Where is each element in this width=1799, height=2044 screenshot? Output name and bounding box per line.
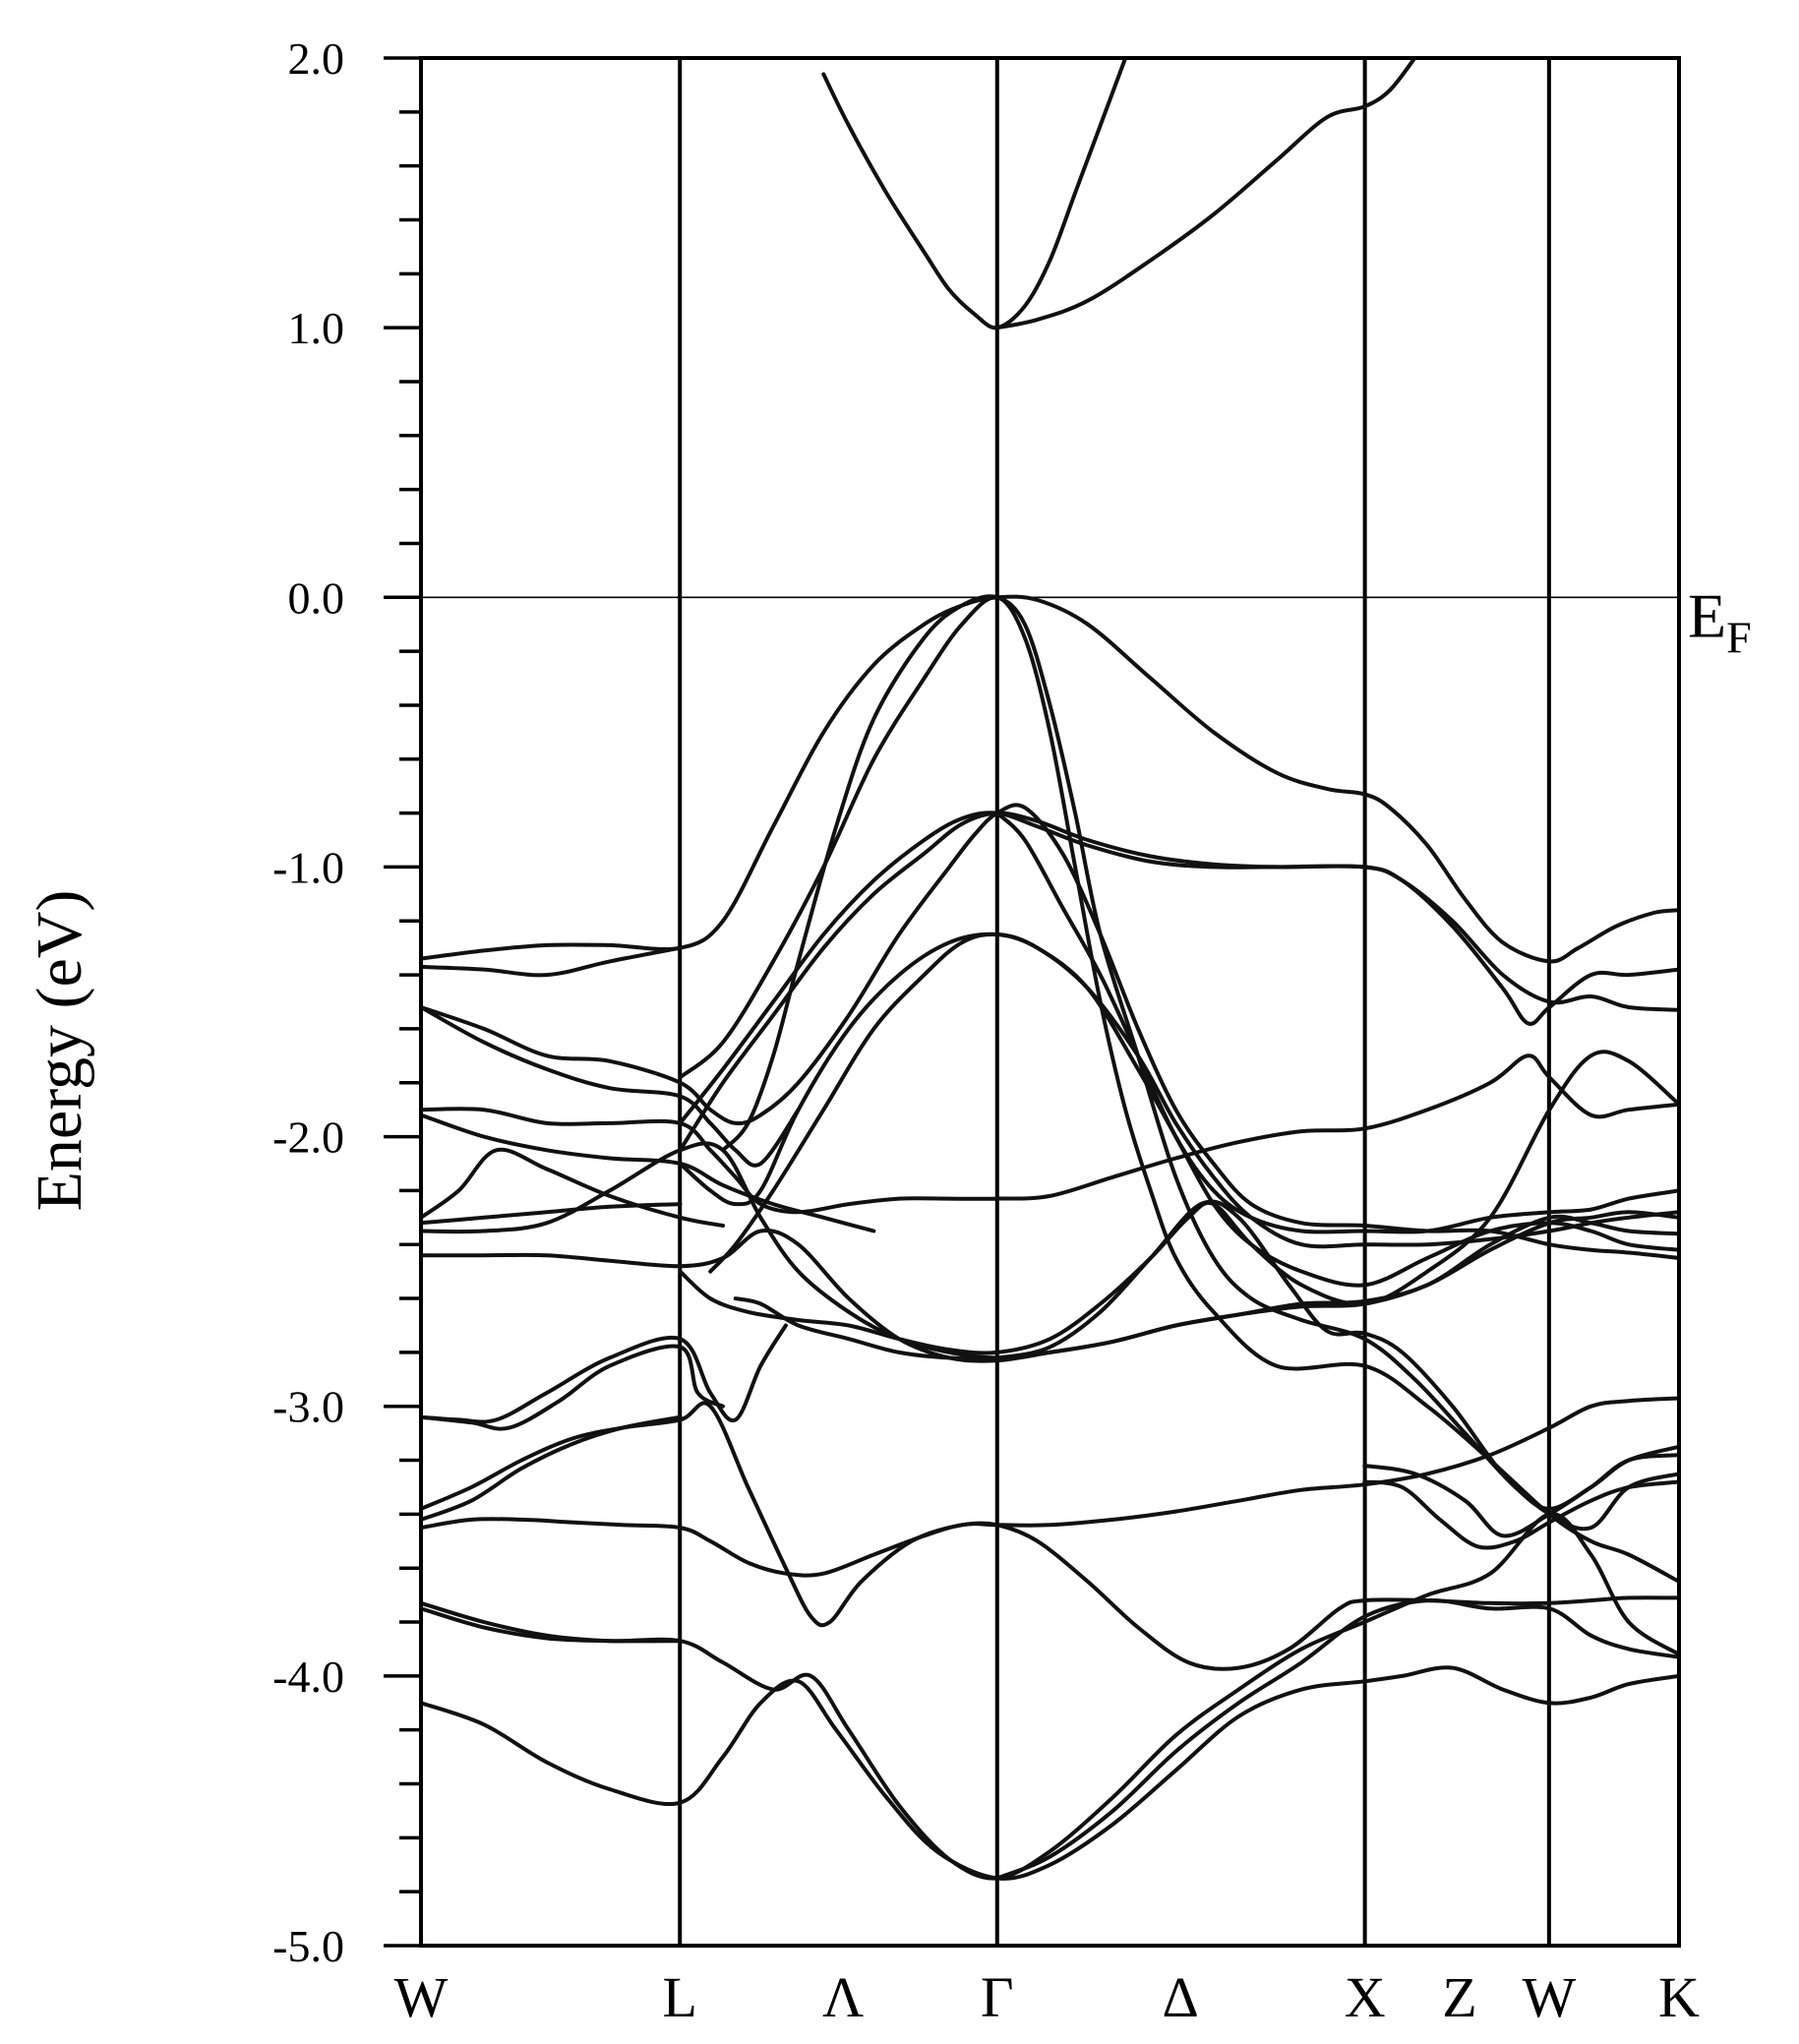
kpoint-label-1: L — [662, 1965, 696, 2029]
kpoint-label-5: X — [1345, 1965, 1386, 2029]
band-28 — [421, 1512, 1679, 1881]
band-31 — [994, 1597, 1679, 1881]
y-axis-title: Energy (eV) — [24, 890, 95, 1212]
band-30 — [421, 1665, 1679, 1881]
plot-frame — [419, 56, 1681, 1948]
band-4 — [678, 595, 1679, 1584]
band-24 — [421, 1414, 683, 1522]
band-18 — [421, 1214, 1679, 1363]
band-20 — [733, 1199, 1679, 1532]
band-13 — [421, 1053, 1679, 1215]
band-15 — [421, 1147, 725, 1228]
band-22 — [421, 1344, 725, 1431]
kpoint-label-2: Λ — [822, 1965, 864, 2029]
kpoint-label-7: W — [1523, 1965, 1577, 2029]
band-6 — [678, 811, 1679, 1125]
band-27 — [1362, 1479, 1679, 1550]
band-1 — [994, 58, 1417, 331]
kpoint-label-6: Z — [1442, 1965, 1476, 2029]
band-9 — [678, 932, 1679, 1249]
y-tick-label: 1.0 — [288, 303, 345, 353]
y-tick-label: -1.0 — [272, 842, 344, 892]
y-tick-label: -3.0 — [272, 1382, 344, 1432]
y-tick-label: -5.0 — [272, 1921, 344, 1971]
fermi-level-letter: E — [1688, 580, 1726, 650]
kpoint-label-4: Δ — [1162, 1965, 1198, 2029]
band-26 — [1362, 1453, 1679, 1538]
kpoint-label-0: W — [394, 1965, 449, 2029]
band-25 — [421, 1517, 1679, 1671]
band-10 — [708, 932, 1679, 1288]
band-lines — [421, 58, 1679, 1881]
band-29 — [421, 1606, 683, 1644]
y-tick-label: 2.0 — [288, 33, 345, 84]
y-axis-ticks: 2.0 1.0 0.0 -1.0 -2.0 -3.0 -4.0 -5.0 — [272, 33, 421, 1971]
band-19 — [678, 1050, 1679, 1355]
kpoint-label-8: K — [1658, 1965, 1700, 2029]
band-14 — [421, 1112, 876, 1233]
band-11 — [421, 803, 1679, 1260]
band-0 — [821, 58, 1128, 331]
y-tick-label: -4.0 — [272, 1652, 344, 1702]
y-tick-label: -2.0 — [272, 1112, 344, 1163]
band-7 — [678, 811, 1679, 1153]
grid-layer — [421, 58, 1679, 1946]
fermi-level-subscript: F — [1726, 612, 1752, 662]
kpoint-label-3: Γ — [981, 1965, 1014, 2029]
fermi-level-label: EF — [1688, 580, 1752, 662]
band-2 — [421, 594, 1679, 964]
band-21 — [421, 1323, 788, 1424]
y-tick-label: 0.0 — [288, 572, 345, 623]
band-16 — [421, 1202, 683, 1226]
band-12 — [421, 1005, 801, 1168]
band-17 — [421, 1141, 1679, 1360]
band-3 — [421, 945, 683, 978]
band-8 — [994, 811, 1679, 1234]
band-5 — [721, 594, 1679, 1511]
